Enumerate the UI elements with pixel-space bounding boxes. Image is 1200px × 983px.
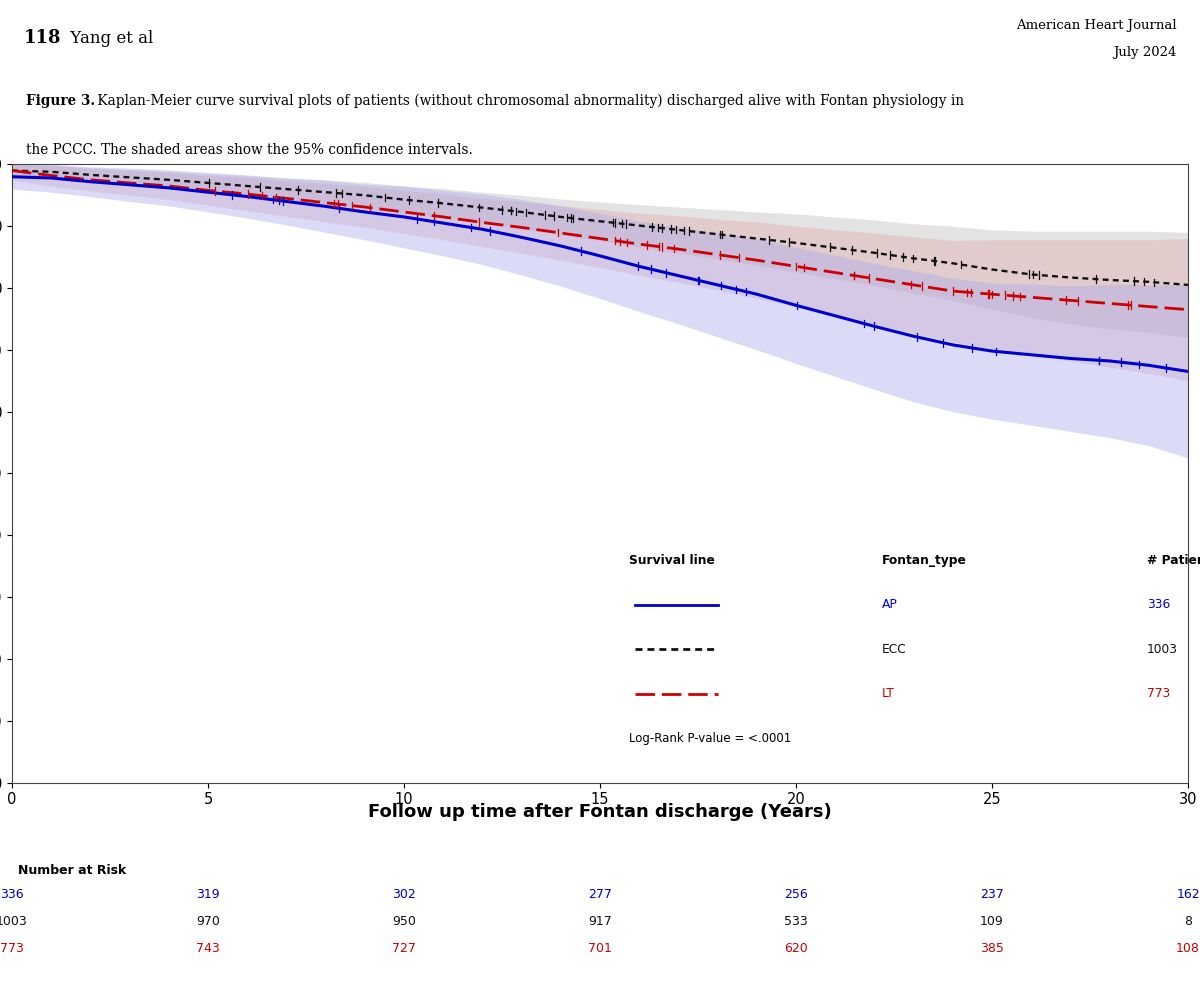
Text: 917: 917 [588,915,612,928]
Text: 727: 727 [392,943,416,955]
Text: American Heart Journal: American Heart Journal [1015,20,1176,32]
Text: July 2024: July 2024 [1112,46,1176,59]
Text: 118: 118 [24,29,61,47]
Text: ECC: ECC [882,643,907,656]
Text: 743: 743 [196,943,220,955]
Text: 773: 773 [1147,687,1170,700]
Text: # Patients: # Patients [1147,553,1200,566]
Text: 162: 162 [1176,888,1200,901]
Text: 336: 336 [1147,598,1170,611]
Text: AP: AP [882,598,898,611]
Text: Figure 3.: Figure 3. [26,94,95,108]
Text: Follow up time after Fontan discharge (Years): Follow up time after Fontan discharge (Y… [368,803,832,821]
Text: the PCCC. The shaded areas show the 95% confidence intervals.: the PCCC. The shaded areas show the 95% … [26,143,473,157]
Text: 8: 8 [1184,915,1192,928]
Text: 237: 237 [980,888,1004,901]
Text: 701: 701 [588,943,612,955]
Text: 950: 950 [392,915,416,928]
Text: 1003: 1003 [0,915,28,928]
Text: Kaplan-Meier curve survival plots of patients (without chromosomal abnormality) : Kaplan-Meier curve survival plots of pat… [94,94,965,108]
Text: 336: 336 [0,888,24,901]
Text: 256: 256 [784,888,808,901]
Text: 533: 533 [784,915,808,928]
Text: LT: LT [882,687,895,700]
Text: 109: 109 [980,915,1004,928]
Text: 319: 319 [196,888,220,901]
Text: 773: 773 [0,943,24,955]
Text: 277: 277 [588,888,612,901]
Text: Number at Risk: Number at Risk [18,864,126,877]
Text: Fontan_type: Fontan_type [882,553,967,566]
Text: Yang et al: Yang et al [65,29,154,46]
Text: 385: 385 [980,943,1004,955]
Text: 620: 620 [784,943,808,955]
Text: 302: 302 [392,888,416,901]
Text: Log-Rank P-value = <.0001: Log-Rank P-value = <.0001 [629,731,792,744]
Text: 108: 108 [1176,943,1200,955]
Text: 970: 970 [196,915,220,928]
Text: Survival line: Survival line [629,553,715,566]
Text: 1003: 1003 [1147,643,1178,656]
